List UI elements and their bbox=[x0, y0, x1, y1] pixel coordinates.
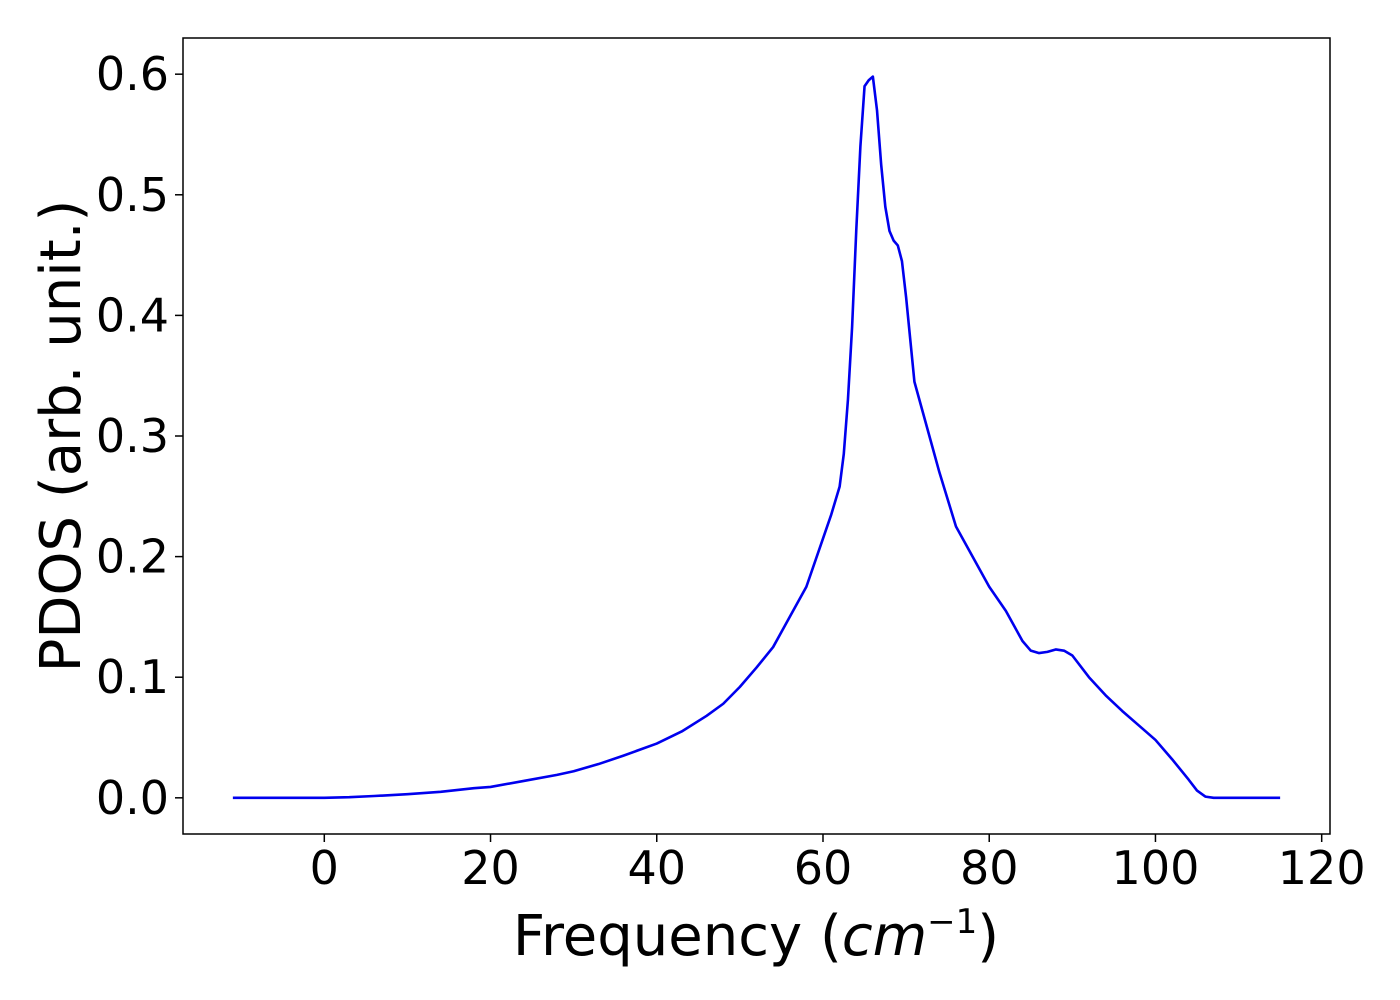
x-axis-label: Frequency (cm−1) bbox=[513, 902, 999, 969]
y-axis-ticks: 0.0 0.1 0.2 0.3 0.4 0.5 0.6 bbox=[96, 47, 183, 825]
x-tick-label: 60 bbox=[794, 841, 853, 895]
y-axis-label: PDOS (arb. unit.) bbox=[29, 200, 94, 673]
x-tick-label: 120 bbox=[1278, 841, 1366, 895]
pdos-series-line bbox=[232, 75, 1281, 800]
y-tick-label: 0.0 bbox=[96, 771, 169, 825]
y-tick-label: 0.2 bbox=[96, 530, 169, 584]
x-tick-label: 20 bbox=[461, 841, 520, 895]
y-tick-label: 0.6 bbox=[96, 47, 169, 101]
x-tick-label: 80 bbox=[960, 841, 1019, 895]
y-tick-label: 0.1 bbox=[96, 650, 169, 704]
y-tick-label: 0.4 bbox=[96, 288, 169, 342]
x-tick-label: 100 bbox=[1112, 841, 1200, 895]
y-tick-label: 0.5 bbox=[96, 168, 169, 222]
x-axis-ticks: 0 20 40 60 80 100 120 bbox=[310, 834, 1366, 895]
y-tick-label: 0.3 bbox=[96, 409, 169, 463]
series-layer bbox=[232, 75, 1281, 800]
x-tick-label: 0 bbox=[310, 841, 339, 895]
plot-area bbox=[182, 37, 1331, 835]
x-tick-label: 40 bbox=[627, 841, 686, 895]
